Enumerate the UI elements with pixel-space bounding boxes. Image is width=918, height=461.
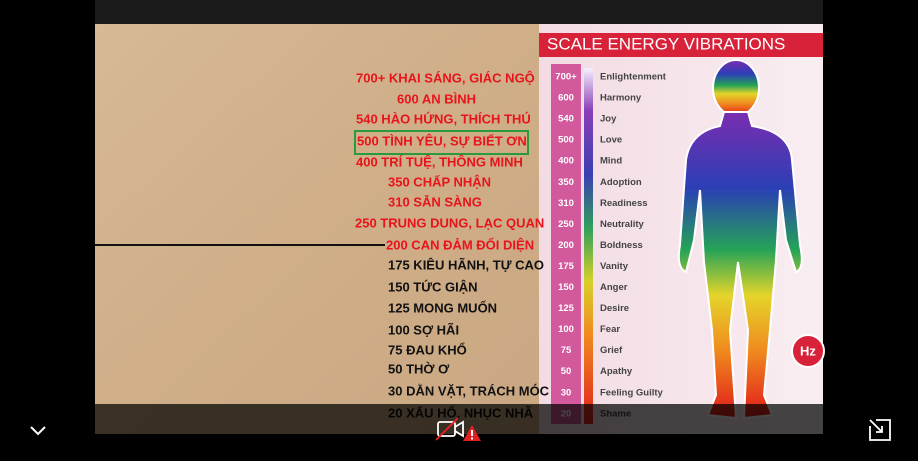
level-item: 600 AN BÌNH — [397, 91, 476, 106]
scale-name: Mind — [600, 156, 622, 167]
level-item: 200 CAN ĐẢM ĐỐI DIỆN — [386, 237, 534, 252]
scale-name: Readiness — [600, 198, 648, 209]
scale-name: Desire — [600, 303, 629, 314]
warning-icon — [463, 425, 481, 441]
scale-level: 150 — [558, 282, 574, 293]
scale-level: 400 — [558, 156, 574, 167]
scale-level: 350 — [558, 177, 574, 188]
level-item: 250 TRUNG DUNG, LẠC QUAN — [355, 215, 544, 230]
scale-name: Anger — [600, 282, 628, 293]
camera-off-button[interactable] — [435, 417, 464, 441]
scale-name: Feeling Guilty — [600, 387, 664, 398]
top-strip — [95, 0, 823, 24]
level-item: 700+ KHAI SÁNG, GIÁC NGỘ — [356, 70, 535, 85]
title-banner — [539, 33, 823, 57]
level-item: 75 ĐAU KHỔ — [388, 342, 467, 357]
exit-button[interactable] — [869, 419, 891, 441]
level-column — [551, 64, 581, 424]
human-figure — [677, 59, 803, 420]
scale-name: Enlightenment — [600, 72, 667, 83]
scale-level: 125 — [558, 303, 575, 314]
scale-level: 540 — [558, 114, 574, 125]
scale-level: 700+ — [555, 72, 577, 83]
scale-level: 200 — [558, 240, 574, 251]
scale-name: Harmony — [600, 93, 642, 104]
scale-level: 310 — [558, 198, 574, 209]
scale-level: 50 — [561, 366, 572, 377]
scale-level: 175 — [558, 261, 575, 272]
level-item: 500 TÌNH YÊU, SỰ BIẾT ƠN — [357, 133, 527, 148]
level-item: 125 MONG MUỐN — [388, 300, 497, 315]
scale-name: Adoption — [600, 177, 642, 188]
scale-level: 250 — [558, 219, 574, 230]
level-item: 175 KIÊU HÃNH, TỰ CAO — [388, 257, 544, 272]
level-item: 50 THỜ Ơ — [388, 361, 450, 376]
scale-name: Vanity — [600, 261, 629, 272]
rainbow-bar — [584, 68, 593, 424]
level-item: 100 SỢ HÃI — [388, 322, 459, 337]
scale-name: Grief — [600, 345, 623, 356]
hz-badge: Hz — [800, 343, 816, 358]
scale-level: 30 — [561, 387, 572, 398]
hz-badge-circle — [791, 334, 825, 368]
scale-name: Joy — [600, 114, 617, 125]
scale-level: 600 — [558, 93, 574, 104]
scale-name: Apathy — [600, 366, 633, 377]
collapse-button[interactable] — [30, 426, 46, 436]
level-item: 310 SẴN SÀNG — [388, 194, 482, 209]
scale-level: 75 — [561, 345, 572, 356]
level-item: 540 HÀO HỨNG, THÍCH THÚ — [356, 111, 531, 126]
scale-name: Fear — [600, 324, 620, 335]
control-bar — [0, 404, 918, 456]
scale-level: 500 — [558, 135, 574, 146]
level-item: 350 CHẤP NHẬN — [388, 174, 491, 189]
scale-name: Neutrality — [600, 219, 645, 230]
level-item: 30 DẰN VẶT, TRÁCH MÓC — [388, 383, 550, 398]
level-item: 150 TỨC GIẬN — [388, 279, 478, 294]
scale-title: SCALE ENERGY VIBRATIONS — [547, 34, 785, 53]
level-item: 400 TRÍ TUỆ, THÔNG MINH — [356, 154, 523, 169]
highlight-box — [354, 130, 529, 155]
scale-name: Boldness — [600, 240, 643, 251]
scale-name: Love — [600, 135, 622, 146]
scale-level: 100 — [558, 324, 574, 335]
left-panel — [95, 24, 539, 434]
